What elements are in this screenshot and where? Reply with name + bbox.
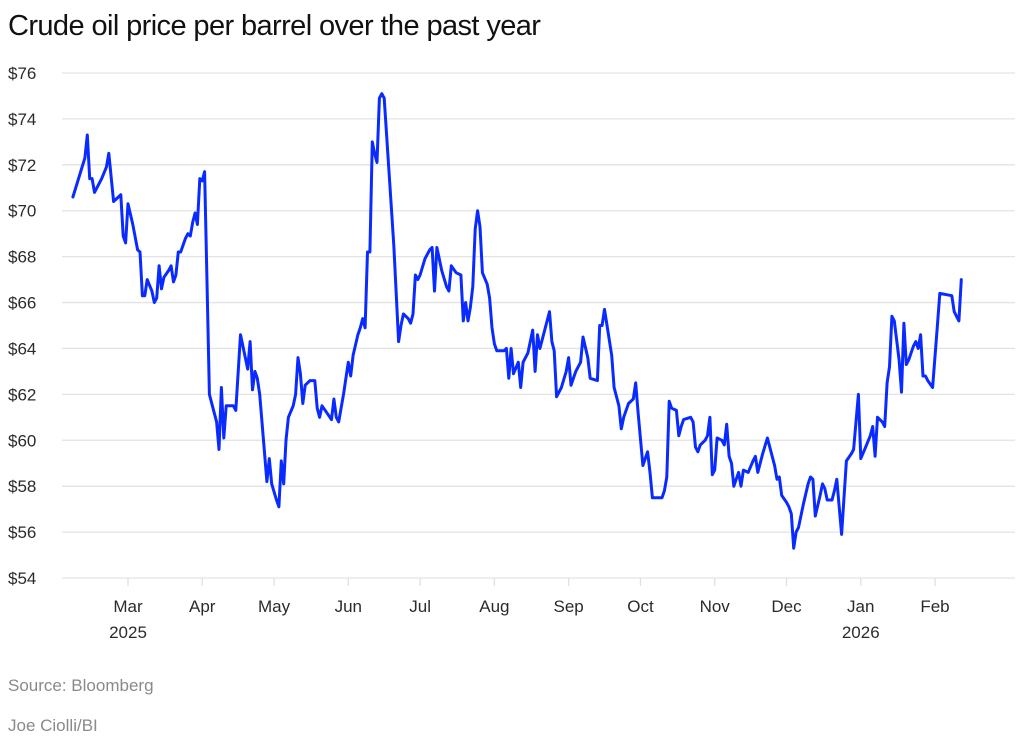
x-tick-label: Feb [920, 597, 949, 616]
y-axis: $54 $56 $58 $60 $62 $64 $66 $68 $70 $72 $74 $76 [8, 64, 36, 588]
x-tick-label: Dec [771, 597, 802, 616]
y-tick-label: $68 [8, 248, 36, 267]
x-tick-year-label: 2025 [109, 623, 147, 642]
y-tick-label: $62 [8, 385, 36, 404]
credit-note: Joe Ciolli/BI [8, 716, 98, 735]
x-tick-label: Apr [189, 597, 216, 616]
y-tick-label: $70 [8, 202, 36, 221]
y-tick-label: $64 [8, 339, 36, 358]
x-tick-label: Mar [113, 597, 143, 616]
y-tick-label: $66 [8, 294, 36, 313]
x-tick-label: Jan [847, 597, 874, 616]
x-tick-year-label: 2026 [842, 623, 880, 642]
series-layer [71, 92, 963, 550]
y-tick-label: $58 [8, 477, 36, 496]
x-tick-label: Oct [627, 597, 654, 616]
x-axis: Mar 2025 Apr May Jun Jul Aug Sep Oct Nov Dec Jan 202… [109, 578, 950, 642]
y-tick-label: $72 [8, 156, 36, 175]
price-line [71, 92, 963, 550]
x-tick-label: Jul [409, 597, 431, 616]
source-note: Source: Bloomberg [8, 676, 154, 695]
x-tick-label: Nov [700, 597, 731, 616]
y-tick-label: $56 [8, 523, 36, 542]
chart-title: Crude oil price per barrel over the past… [8, 10, 541, 42]
x-tick-label: Sep [553, 597, 583, 616]
x-tick-label: Jun [335, 597, 362, 616]
y-tick-label: $54 [8, 569, 36, 588]
y-tick-label: $74 [8, 110, 36, 129]
gridlines [62, 72, 1015, 579]
x-tick-label: Aug [479, 597, 509, 616]
y-tick-label: $76 [8, 64, 36, 83]
x-tick-label: May [258, 597, 291, 616]
y-tick-label: $60 [8, 431, 36, 450]
